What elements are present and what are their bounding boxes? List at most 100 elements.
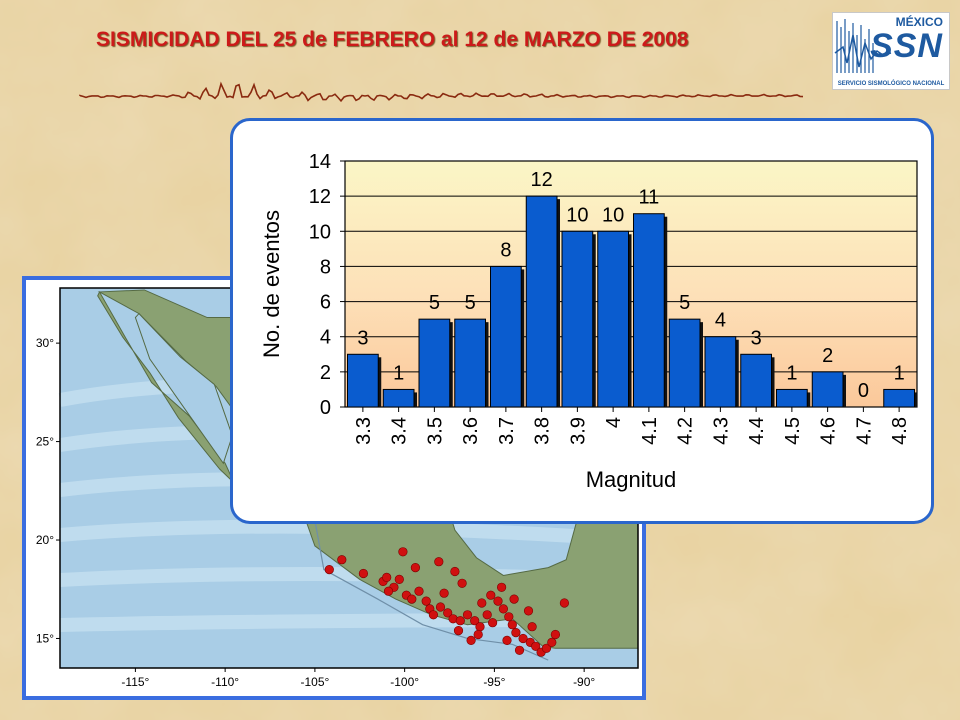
- bar: [382, 388, 415, 408]
- x-tick-label: 4.1: [639, 417, 661, 445]
- epicenter-dot: [453, 626, 464, 636]
- data-label: 11: [638, 187, 659, 209]
- epicenter-dot: [457, 578, 467, 588]
- lon-label: -100°: [390, 675, 419, 689]
- epicenter-dot: [455, 616, 465, 626]
- epicenter-dot: [498, 604, 509, 614]
- epicenter-dot: [550, 629, 561, 640]
- bar: [811, 371, 844, 408]
- epicenter-dot: [507, 620, 517, 630]
- data-label: 2: [822, 345, 833, 367]
- data-label: 4: [715, 310, 726, 332]
- bar: [418, 318, 451, 408]
- x-tick-label: 3.8: [532, 417, 554, 445]
- lon-label: -115°: [121, 675, 149, 689]
- bar: [561, 230, 594, 408]
- epicenter-dot: [382, 572, 392, 583]
- x-tick-label: 3.6: [460, 417, 482, 445]
- data-label: 10: [566, 204, 588, 226]
- epicenter-dot: [337, 555, 347, 565]
- lon-label: -105°: [300, 675, 329, 689]
- epicenter-dot: [482, 610, 492, 620]
- epicenter-dot: [410, 563, 421, 573]
- epicenter-dot: [470, 616, 480, 626]
- y-tick-label: 4: [320, 327, 331, 349]
- epicenter-dot: [428, 610, 439, 620]
- bar: [776, 388, 808, 408]
- lat-label: 15°: [36, 631, 54, 645]
- x-tick-label: 3.5: [424, 417, 446, 445]
- bar: [704, 336, 737, 408]
- epicenter-dot: [486, 590, 496, 600]
- epicenter-dot: [527, 622, 537, 632]
- lat-label: 25°: [36, 435, 54, 449]
- page-title: SISMICIDAD DEL 25 de FEBRERO al 12 de MA…: [96, 28, 689, 51]
- bar: [347, 353, 379, 408]
- trench-contour: [314, 520, 549, 661]
- data-label: 0: [858, 380, 869, 402]
- x-tick-label: 4.4: [746, 417, 768, 445]
- epicenter-dot: [493, 596, 503, 606]
- epicenter-dot: [398, 547, 408, 557]
- epicenter-dot: [504, 612, 514, 622]
- x-tick-label: 3.3: [353, 417, 375, 445]
- epicenter-dot: [502, 635, 512, 646]
- epicenter-dot: [394, 574, 404, 585]
- epicenter-dot: [466, 635, 476, 646]
- data-label: 3: [751, 327, 762, 349]
- data-label: 5: [429, 292, 440, 314]
- lon-label: -95°: [483, 675, 505, 689]
- epicenter-dot: [509, 594, 519, 604]
- gulf-of-california: [134, 312, 233, 465]
- data-label: 3: [357, 327, 368, 349]
- x-tick-label: 4.7: [853, 417, 875, 445]
- epicenter-dot: [559, 598, 570, 608]
- epicenter-dot: [511, 628, 521, 638]
- data-label: 5: [679, 292, 690, 314]
- x-axis-label: Magnitud: [586, 467, 677, 492]
- data-label: 1: [786, 362, 797, 384]
- logo-country: MÉXICO: [895, 15, 943, 29]
- y-tick-label: 14: [309, 151, 331, 173]
- lon-label: -90°: [573, 675, 595, 689]
- data-label: 10: [602, 204, 624, 226]
- x-tick-label: 4.6: [818, 417, 840, 445]
- data-label: 12: [531, 169, 553, 191]
- epicenter-dot: [514, 645, 525, 655]
- epicenter-dot: [523, 606, 534, 616]
- x-tick-label: 4: [603, 417, 625, 428]
- epicenter-dot: [358, 568, 369, 579]
- x-tick-label: 4.3: [710, 417, 732, 445]
- x-tick-label: 4.2: [675, 417, 697, 445]
- epicenter-dot: [497, 582, 507, 592]
- epicenter-dot: [475, 622, 485, 632]
- x-tick-label: 4.5: [782, 417, 804, 445]
- epicenter-dot: [407, 594, 417, 604]
- y-axis-label: No. de eventos: [259, 210, 284, 358]
- bar: [633, 213, 665, 408]
- y-tick-label: 10: [309, 221, 331, 243]
- bar: [490, 265, 522, 408]
- lon-label: -110°: [211, 675, 239, 689]
- y-tick-label: 0: [320, 397, 331, 419]
- data-label: 1: [894, 362, 905, 384]
- y-tick-label: 6: [320, 292, 331, 314]
- epicenter-dot: [434, 557, 444, 567]
- seismogram-trace: [79, 81, 804, 103]
- epicenter-dot: [324, 565, 334, 575]
- x-tick-label: 3.4: [389, 417, 411, 445]
- data-label: 5: [465, 292, 476, 314]
- epicenter-dot: [421, 596, 431, 606]
- histogram-panel: 0 2 4 6 8 10 12 14 3 3.3 1 3.4 5 3.5 5 3.6 8 3.7 12 3.8 10 3.…: [230, 118, 934, 524]
- y-tick-label: 2: [320, 362, 331, 384]
- epicenter-dot: [518, 633, 528, 644]
- baja-california: [97, 290, 235, 484]
- epicenter-dot: [439, 588, 449, 598]
- lat-label: 20°: [36, 533, 54, 547]
- epicenter-dot: [462, 610, 473, 620]
- data-label: 8: [500, 239, 511, 261]
- logo-subtitle: SERVICIO SISMOLÓGICO NACIONAL: [837, 81, 945, 87]
- epicenter-dot: [435, 602, 446, 612]
- y-tick-label: 8: [320, 256, 331, 278]
- y-tick-label: 12: [309, 186, 331, 208]
